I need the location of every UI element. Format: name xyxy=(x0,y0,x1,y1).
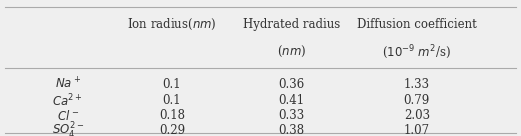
Text: ($10^{-9}$ $m^2$/s): ($10^{-9}$ $m^2$/s) xyxy=(382,43,451,61)
Text: 0.36: 0.36 xyxy=(279,78,305,91)
Text: $Cl^-$: $Cl^-$ xyxy=(57,109,79,123)
Text: 1.33: 1.33 xyxy=(404,78,430,91)
Text: 0.29: 0.29 xyxy=(159,124,185,136)
Text: 1.07: 1.07 xyxy=(404,124,430,136)
Text: 0.38: 0.38 xyxy=(279,124,305,136)
Text: Hydrated radius: Hydrated radius xyxy=(243,18,340,31)
Text: 0.1: 0.1 xyxy=(163,94,181,107)
Text: $Ca^{2+}$: $Ca^{2+}$ xyxy=(52,92,83,109)
Text: 2.03: 2.03 xyxy=(404,109,430,122)
Text: $Na^+$: $Na^+$ xyxy=(55,77,81,92)
Text: 0.41: 0.41 xyxy=(279,94,305,107)
Text: 0.33: 0.33 xyxy=(279,109,305,122)
Text: $SO_4^{2-}$: $SO_4^{2-}$ xyxy=(52,120,84,136)
Text: ($nm$): ($nm$) xyxy=(277,44,306,59)
Text: 0.1: 0.1 xyxy=(163,78,181,91)
Text: 0.79: 0.79 xyxy=(404,94,430,107)
Text: 0.18: 0.18 xyxy=(159,109,185,122)
Text: Diffusion coefficient: Diffusion coefficient xyxy=(357,18,477,31)
Text: Ion radius($nm$): Ion radius($nm$) xyxy=(127,17,217,32)
